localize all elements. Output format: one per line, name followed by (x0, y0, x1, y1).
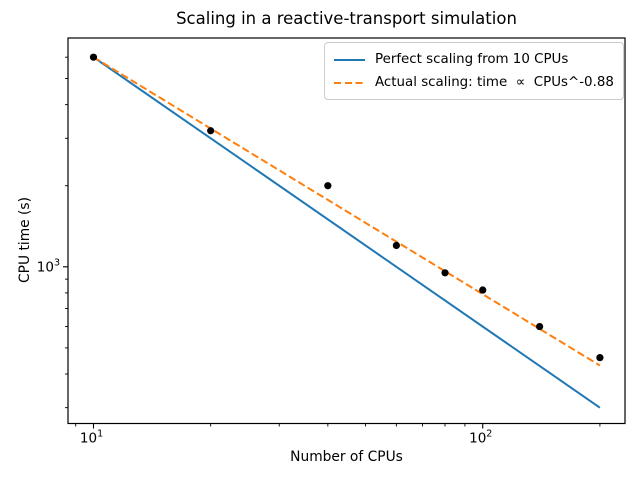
legend-label: Actual scaling: time ∝ CPUs^-0.88 (375, 75, 614, 90)
legend: Perfect scaling from 10 CPUs Actual scal… (324, 42, 624, 100)
solid-line-sample-icon (334, 58, 365, 61)
data-point (596, 354, 604, 362)
x-tick-label: 101 (80, 429, 103, 447)
legend-label: Perfect scaling from 10 CPUs (375, 52, 569, 67)
y-axis-label: CPU time (s) (17, 197, 33, 283)
actual-scaling-fit-line (92, 56, 601, 367)
data-point (207, 127, 215, 135)
data-point (479, 286, 487, 294)
data-point (392, 241, 400, 250)
perfect-scaling-line (92, 56, 601, 409)
y-tick-label: 103 (37, 257, 60, 275)
x-axis-label: Number of CPUs (290, 449, 403, 465)
x-tick-label: 102 (469, 429, 492, 447)
data-point (441, 269, 449, 277)
data-point (536, 322, 544, 331)
axes-spines (67, 37, 626, 425)
legend-entry-perfect-scaling: Perfect scaling from 10 CPUs (334, 48, 614, 71)
data-point (324, 182, 332, 190)
legend-entry-actual-scaling: Actual scaling: time ∝ CPUs^-0.88 (334, 71, 614, 94)
chart-title: Scaling in a reactive-transport simulati… (176, 9, 517, 28)
dashed-line-sample-icon (334, 81, 365, 84)
data-point (89, 53, 98, 61)
